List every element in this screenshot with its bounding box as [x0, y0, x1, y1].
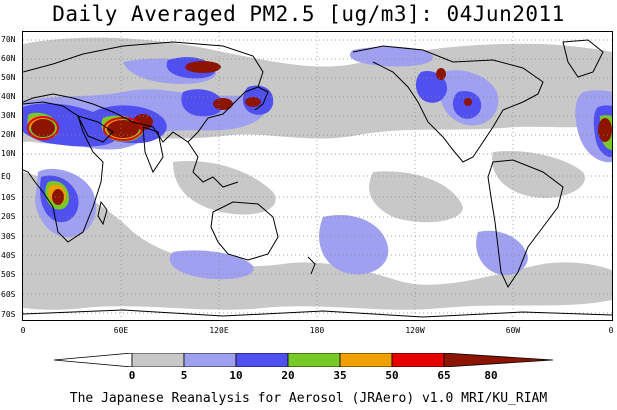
lat-label: 70N	[1, 35, 16, 44]
lon-label: 0	[20, 326, 26, 335]
footer-credit: The Japanese Reanalysis for Aerosol (JRA…	[69, 391, 548, 406]
lat-label: 30N	[1, 111, 16, 120]
colorbar	[54, 353, 554, 367]
colorbar-tick: 20	[281, 369, 295, 382]
colorbar-segment-1	[131, 353, 185, 367]
colorbar-segment-7	[443, 353, 554, 367]
colorbar-tick: 10	[229, 369, 243, 382]
layer-65-80	[27, 116, 143, 141]
pm25-map	[22, 31, 613, 321]
lon-label: 60W	[505, 326, 521, 335]
colorbar-tick: 65	[437, 369, 451, 382]
coastlines	[23, 39, 612, 318]
colorbar-segment-3	[235, 353, 289, 367]
colorbar-segment-4	[287, 353, 341, 367]
lon-label: 120W	[405, 326, 425, 335]
lat-label: 10S	[1, 193, 16, 202]
lat-label: 40S	[1, 251, 16, 260]
lat-label: 20N	[1, 130, 16, 139]
layer-65-80-plus	[31, 61, 612, 205]
lat-label: 10N	[1, 149, 16, 158]
colorbar-tick: 5	[180, 369, 188, 382]
lat-label: 60N	[1, 54, 16, 63]
lat-label: 70S	[1, 310, 16, 319]
colorbar-segment-5	[339, 353, 393, 367]
lat-label: 50S	[1, 270, 16, 279]
colorbar-segment-0	[54, 353, 133, 367]
colorbar-tick: 35	[333, 369, 347, 382]
lon-label: 180	[309, 326, 325, 335]
lon-label: 0	[608, 326, 614, 335]
lon-label: 60E	[113, 326, 129, 335]
layer-5-10	[23, 37, 612, 310]
colorbar-tick: 80	[484, 369, 498, 382]
graticule	[23, 32, 612, 320]
colorbar-segment-6	[391, 353, 445, 367]
lon-label: 120E	[209, 326, 229, 335]
map-title: Daily Averaged PM2.5 [ug/m3]: 04Jun2011	[52, 2, 565, 26]
lat-label: 40N	[1, 92, 16, 101]
colorbar-tick: 50	[385, 369, 399, 382]
lat-label: 20S	[1, 212, 16, 221]
lat-label: 60S	[1, 290, 16, 299]
colorbar-tick: 0	[128, 369, 136, 382]
colorbar-segment-2	[183, 353, 237, 367]
lat-label: EQ	[1, 172, 11, 181]
lat-label: 30S	[1, 232, 16, 241]
map-canvas	[23, 32, 612, 320]
lat-label: 50N	[1, 73, 16, 82]
